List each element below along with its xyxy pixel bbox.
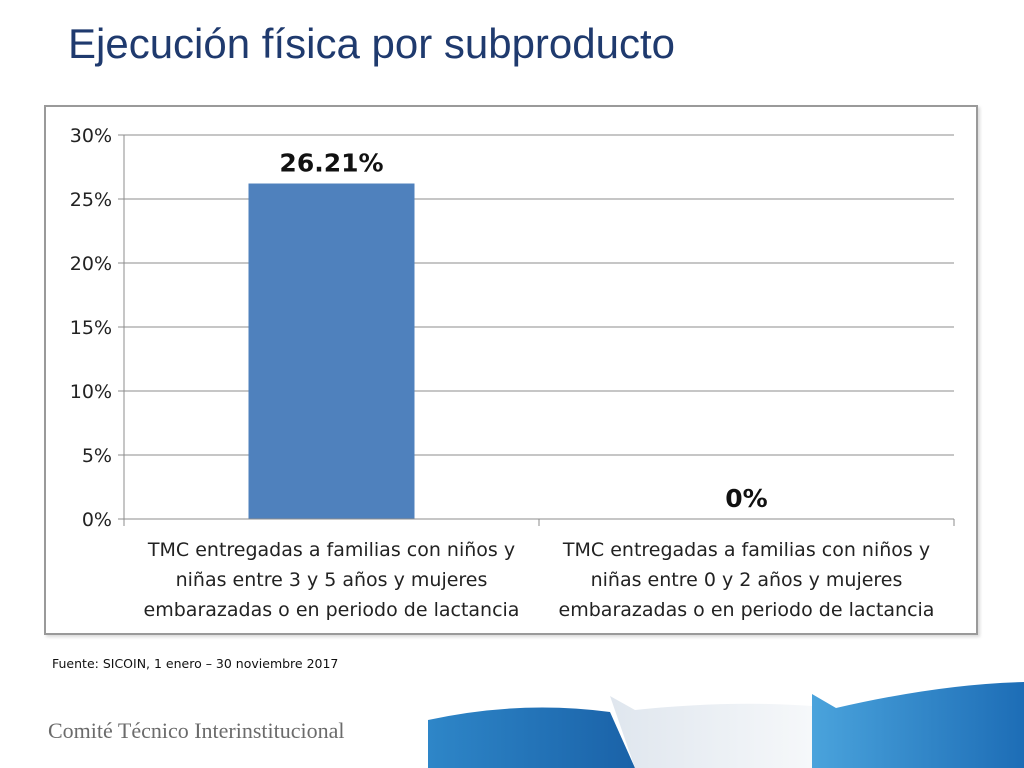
wave-band-right (812, 682, 1024, 768)
y-tick-label: 30% (70, 125, 112, 147)
axes (118, 134, 955, 526)
wave-band-middle (610, 696, 812, 768)
y-tick-label: 20% (70, 253, 112, 275)
y-tick-label: 5% (82, 445, 112, 467)
category-label-line: embarazadas o en periodo de lactancia (559, 599, 935, 621)
category-label-line: TMC entregadas a familias con niños y (147, 539, 515, 561)
footer-decoration (428, 682, 1024, 768)
chart-frame: 0% 5% 10% 15% 20% 25% 30% 26.21% TMC entregadas … (44, 105, 978, 635)
category-label: TMC entregadas a familias con niños y niñ… (559, 539, 935, 621)
wave-band-left (428, 707, 635, 768)
bar-chart: 0% 5% 10% 15% 20% 25% 30% 26.21% TMC entregadas … (70, 125, 955, 621)
y-tick-label: 0% (82, 509, 112, 531)
category-label-line: embarazadas o en periodo de lactancia (144, 599, 520, 621)
category-label-line: niñas entre 3 y 5 años y mujeres (176, 569, 488, 591)
organization-name: Comité Técnico Interinstitucional (48, 718, 345, 743)
category-label-line: TMC entregadas a familias con niños y (562, 539, 930, 561)
category-label-line: niñas entre 0 y 2 años y mujeres (591, 569, 903, 591)
source-note: Fuente: SICOIN, 1 enero – 30 noviembre 2… (52, 656, 339, 671)
y-tick-label: 25% (70, 189, 112, 211)
slide-title: Ejecución física por subproducto (68, 20, 676, 67)
category-label: TMC entregadas a familias con niños y niñ… (144, 539, 520, 621)
data-label: 0% (725, 484, 767, 513)
labels: 0% 5% 10% 15% 20% 25% 30% 26.21% TMC entregadas … (70, 125, 935, 621)
bar (248, 183, 415, 519)
y-tick-label: 10% (70, 381, 112, 403)
bars (248, 183, 415, 519)
y-tick-label: 15% (70, 317, 112, 339)
data-label: 26.21% (279, 149, 383, 178)
